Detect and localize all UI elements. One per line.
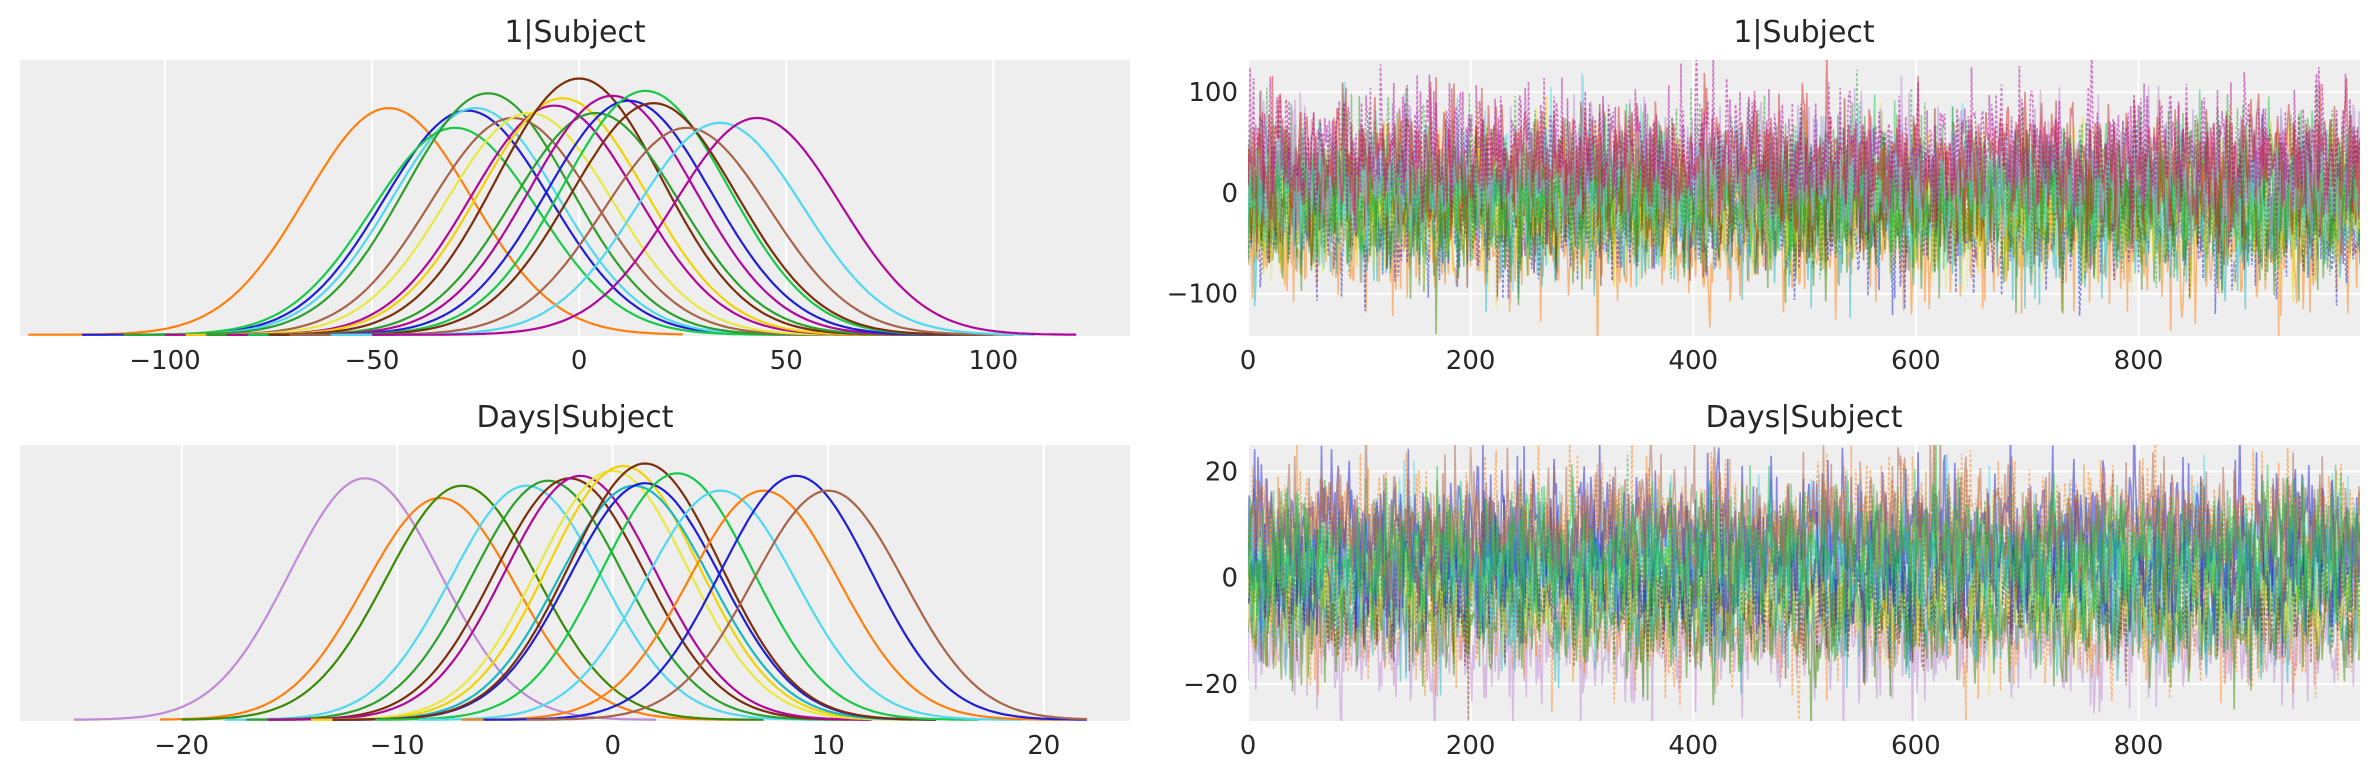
x-tick-label: −10 — [370, 731, 425, 761]
x-tick-label: 10 — [812, 731, 845, 761]
kde-curve-10 — [206, 77, 952, 336]
x-tick-label: 600 — [1891, 731, 1941, 761]
kde-curve-17 — [526, 489, 1087, 721]
kde-curve-5 — [123, 92, 861, 336]
series-group — [1248, 445, 2360, 721]
x-tick-label: 50 — [770, 346, 803, 376]
kde-curve-7 — [267, 474, 872, 721]
x-tick-label: 800 — [2114, 346, 2164, 376]
kde-slope-title: Days|Subject — [476, 400, 673, 435]
series-group — [73, 462, 1087, 721]
x-tick-label: 600 — [1891, 346, 1941, 376]
x-tick-label: 20 — [1027, 731, 1060, 761]
kde-curve-7 — [165, 112, 890, 336]
x-tick-label: 0 — [604, 731, 621, 761]
y-tick-label: 0 — [1221, 179, 1238, 209]
trace-slope-title: Days|Subject — [1705, 400, 1902, 435]
trace-line-11 — [1248, 69, 2360, 287]
y-tick-label: 100 — [1188, 78, 1238, 108]
kde-slope-panel: Days|Subject −20 −10 0 10 20 — [20, 400, 1130, 761]
kde-curve-2 — [160, 496, 742, 721]
x-tick-label: −20 — [154, 731, 209, 761]
y-tick-label: 20 — [1205, 458, 1238, 488]
kde-intercept-panel: 1|Subject −100 −50 0 50 100 — [20, 15, 1130, 376]
x-tick-label: 800 — [2114, 731, 2164, 761]
series-group — [28, 77, 1077, 336]
x-tick-label: 0 — [1240, 731, 1257, 761]
trace-slope-panel: Days|Subject 0 200 400 600 800 −20 0 20 — [1183, 400, 2360, 761]
kde-curve-8 — [311, 469, 915, 721]
x-tick-label: 0 — [1240, 346, 1257, 376]
kde-curve-3 — [181, 484, 764, 721]
x-tick-label: 400 — [1668, 346, 1718, 376]
kde-curve-18 — [372, 116, 1077, 336]
x-tick-label: −100 — [129, 346, 200, 376]
x-tick-label: −50 — [345, 346, 400, 376]
trace-line-14 — [1248, 60, 2360, 255]
y-tick-label: −20 — [1183, 670, 1238, 700]
kde-curve-16 — [483, 474, 1087, 721]
trace-line-13 — [1248, 445, 2360, 666]
x-tick-label: 200 — [1446, 731, 1496, 761]
x-tick-label: 400 — [1668, 731, 1718, 761]
x-tick-label: 200 — [1446, 346, 1496, 376]
plot-area — [20, 445, 1130, 721]
kde-intercept-title: 1|Subject — [504, 15, 646, 50]
kde-curve-1 — [73, 477, 656, 721]
x-tick-label: 0 — [571, 346, 588, 376]
y-tick-label: 0 — [1221, 564, 1238, 594]
kde-curve-5 — [246, 479, 850, 721]
series-group — [1248, 60, 2360, 336]
kde-curve-12 — [332, 462, 936, 721]
y-tick-label: −100 — [1167, 280, 1238, 310]
kde-curve-15 — [461, 489, 1066, 721]
kde-curve-13 — [375, 472, 980, 721]
kde-curve-14 — [418, 489, 1023, 721]
kde-curve-9 — [311, 464, 915, 721]
trace-intercept-title: 1|Subject — [1733, 15, 1875, 50]
kde-curve-4 — [224, 484, 829, 721]
trace-intercept-panel: 1|Subject 0 200 400 600 800 −100 0 100 — [1167, 15, 2360, 376]
kde-curve-6 — [165, 116, 870, 336]
x-tick-label: 100 — [969, 346, 1019, 376]
